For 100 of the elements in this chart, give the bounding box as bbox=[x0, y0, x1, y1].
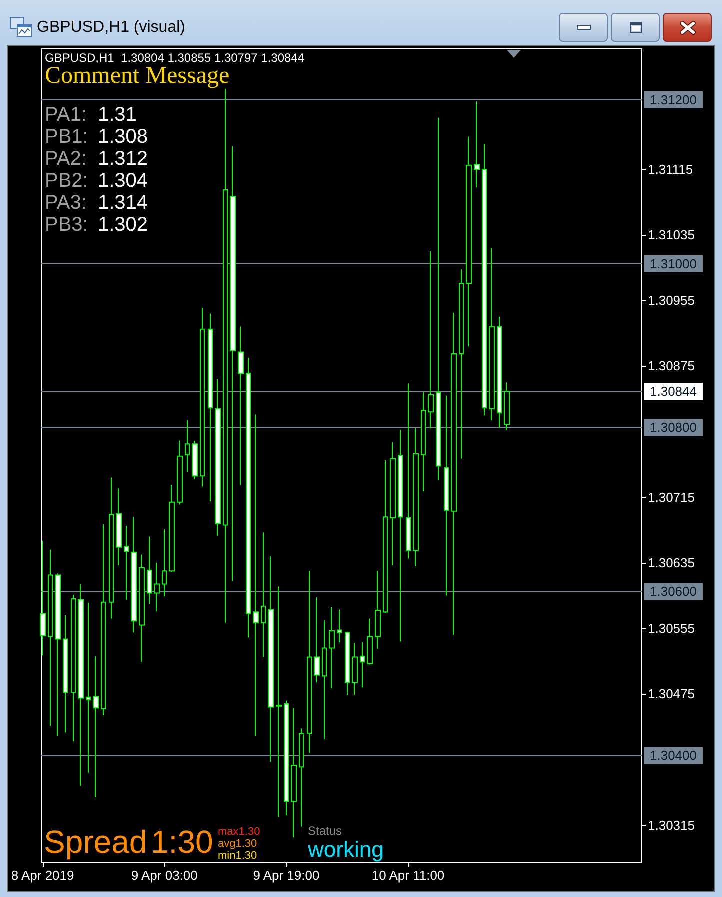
y-tick-label: 1.30875 bbox=[648, 358, 695, 374]
candlestick bbox=[71, 594, 76, 742]
candlestick bbox=[314, 596, 320, 684]
candlestick bbox=[497, 316, 502, 428]
candlestick bbox=[360, 642, 365, 688]
candlestick bbox=[352, 642, 358, 696]
candlestick bbox=[337, 609, 342, 643]
chart-title: GBPUSD,H1 (visual) bbox=[37, 18, 186, 38]
candlestick bbox=[192, 440, 198, 480]
candlestick bbox=[162, 528, 167, 598]
x-tick-label: 8 Apr 2019 bbox=[11, 868, 74, 883]
candlestick bbox=[268, 556, 274, 763]
candlestick bbox=[276, 586, 282, 818]
annotation: Spread bbox=[44, 824, 148, 860]
annotation: min1.30 bbox=[218, 850, 258, 862]
candlestick bbox=[436, 117, 441, 481]
annotation: 1.314 bbox=[98, 192, 148, 214]
annotation: 1.31 bbox=[98, 104, 137, 126]
annotation: PB2: bbox=[45, 170, 88, 192]
ref-line-label: 1.31200 bbox=[650, 92, 697, 108]
candlestick bbox=[48, 549, 53, 727]
candlestick bbox=[124, 526, 129, 600]
y-tick-label: 1.30475 bbox=[648, 686, 695, 702]
annotation: avg1.30 bbox=[218, 838, 258, 850]
candlestick bbox=[390, 442, 396, 566]
candlestick bbox=[109, 477, 114, 620]
annotation: 1.302 bbox=[98, 214, 148, 236]
y-tick-label: 1.31035 bbox=[648, 228, 695, 243]
candlestick bbox=[116, 488, 122, 566]
annotation: max1.30 bbox=[218, 826, 260, 838]
y-tick-label: 1.31115 bbox=[648, 162, 694, 177]
candlestick bbox=[246, 358, 251, 638]
ref-line-label: 1.30844 bbox=[650, 384, 697, 400]
candlestick bbox=[489, 248, 495, 421]
annotation: Comment Message bbox=[45, 63, 230, 89]
candlestick bbox=[413, 428, 419, 567]
candlestick bbox=[466, 136, 472, 348]
candlestick bbox=[367, 618, 373, 666]
annotation: Status bbox=[308, 824, 342, 838]
candlestick bbox=[185, 420, 190, 472]
candlestick bbox=[459, 269, 464, 460]
annotation: PA1: bbox=[45, 104, 87, 126]
annotation: PA3: bbox=[45, 192, 87, 214]
ref-line-label: 1.30600 bbox=[650, 584, 697, 600]
candlestick bbox=[55, 573, 61, 736]
ref-line-label: 1.30800 bbox=[650, 420, 697, 436]
candlestick bbox=[451, 312, 457, 636]
candlestick bbox=[86, 602, 91, 774]
candlestick bbox=[291, 708, 297, 838]
candlestick bbox=[230, 146, 236, 582]
candlestick bbox=[63, 614, 68, 734]
candlestick bbox=[307, 570, 312, 754]
candlestick bbox=[406, 382, 411, 560]
candlestick bbox=[177, 440, 183, 506]
y-tick-label: 1.30955 bbox=[648, 293, 695, 308]
candlestick bbox=[131, 516, 137, 634]
annotation: working bbox=[308, 837, 384, 862]
annotation: 1.308 bbox=[98, 126, 148, 148]
x-tick-label: 10 Apr 11:00 bbox=[372, 868, 445, 883]
y-tick-label: 1.30555 bbox=[648, 621, 695, 636]
candlestick bbox=[154, 562, 160, 612]
candlestick bbox=[398, 430, 403, 642]
candlestick bbox=[223, 88, 228, 624]
candlestick bbox=[215, 378, 221, 536]
candlestick bbox=[444, 395, 449, 596]
candlestick bbox=[299, 728, 304, 828]
candlestick bbox=[322, 620, 327, 740]
candlestick bbox=[284, 700, 289, 816]
y-tick-label: 1.30635 bbox=[648, 555, 695, 570]
candlestick bbox=[93, 656, 99, 798]
candlestick bbox=[208, 313, 213, 502]
annotation: PB3: bbox=[45, 214, 88, 236]
candlestick bbox=[200, 308, 205, 488]
candlestick bbox=[78, 584, 84, 786]
ref-line-label: 1.30400 bbox=[650, 748, 697, 764]
annotation: PB1: bbox=[45, 126, 88, 148]
candlestick bbox=[383, 460, 388, 614]
candlestick bbox=[345, 631, 350, 696]
candlestick bbox=[101, 524, 106, 716]
candlestick bbox=[238, 326, 244, 486]
candlestick bbox=[474, 100, 480, 188]
ref-line-label: 1.31000 bbox=[650, 256, 697, 272]
candlestick bbox=[428, 250, 434, 430]
candlestick bbox=[169, 484, 175, 572]
annotation: 1:30 bbox=[151, 824, 214, 860]
x-tick-label: 9 Apr 03:00 bbox=[131, 868, 198, 883]
candlestick bbox=[329, 606, 335, 689]
candlestick bbox=[421, 392, 426, 492]
annotation: 1.312 bbox=[98, 148, 148, 170]
candlestick bbox=[482, 144, 487, 416]
chart-subtitle: GBPUSD,H1 1.30804 1.30855 1.30797 1.30844 bbox=[45, 51, 305, 65]
candlestick bbox=[139, 554, 145, 663]
candlestick bbox=[504, 382, 510, 431]
annotation: PA2: bbox=[45, 148, 87, 170]
annotation: 1.304 bbox=[98, 170, 148, 192]
candlestick bbox=[261, 532, 266, 658]
y-tick-label: 1.30315 bbox=[648, 818, 695, 833]
y-tick-label: 1.30715 bbox=[648, 490, 695, 505]
candlestick bbox=[253, 414, 259, 736]
candlestick bbox=[147, 536, 152, 604]
